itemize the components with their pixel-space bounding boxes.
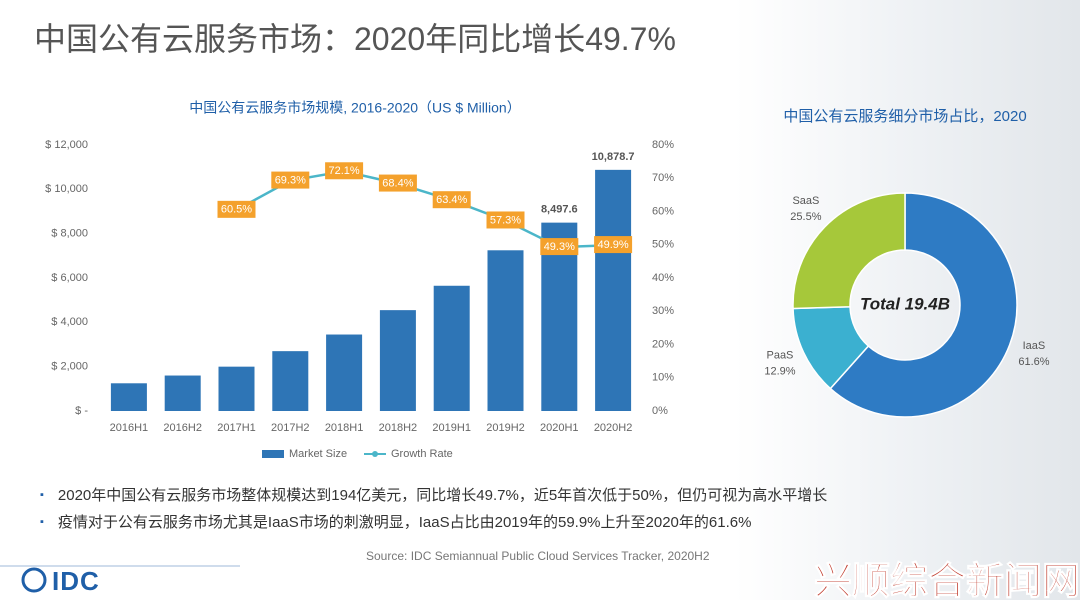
bar-value-label: 10,878.7 (592, 151, 635, 163)
bar (379, 310, 416, 411)
y-tick-label: $ 6,000 (51, 272, 88, 284)
slide-title: 中国公有云服务市场：2020年同比增长49.7% (34, 21, 676, 57)
label-box (594, 236, 633, 254)
bar (487, 250, 524, 411)
label-box (325, 162, 364, 180)
x-tick-label: 2017H2 (271, 422, 310, 434)
y-tick-label: $ 4,000 (51, 316, 88, 328)
x-tick-label: 2019H2 (486, 422, 525, 434)
slice-value-label: 61.6% (1018, 356, 1049, 368)
y2-tick-label: 20% (652, 338, 674, 350)
y2-tick-label: 40% (652, 272, 674, 284)
x-tick-label: 2016H1 (110, 422, 149, 434)
label-box (378, 174, 417, 192)
label-box (540, 238, 579, 256)
bar (433, 285, 470, 411)
bar (272, 351, 309, 411)
x-tick-label: 2016H2 (163, 422, 202, 434)
pie-slice (792, 192, 906, 310)
pie-slice (829, 192, 1018, 418)
label-box (217, 200, 256, 218)
slice-label: PaaS (766, 349, 793, 361)
y2-tick-label: 0% (652, 405, 668, 417)
logo: IDC (52, 566, 100, 596)
pie-title: 中国公有云服务细分市场占比，2020 (783, 108, 1027, 125)
line-value-label: 63.4% (436, 194, 467, 206)
source: Source: IDC Semiannual Public Cloud Serv… (366, 549, 710, 563)
x-tick-label: 2018H2 (379, 422, 418, 434)
bar (218, 366, 255, 411)
bar-value-label: 8,497.6 (541, 204, 578, 216)
line-value-label: 49.9% (597, 239, 628, 251)
y-tick-label: $ 10,000 (45, 183, 88, 195)
x-tick-label: 2020H1 (540, 422, 579, 434)
y-tick-label: $ 8,000 (51, 228, 88, 240)
bar (326, 334, 363, 411)
slice-value-label: 12.9% (764, 365, 795, 377)
label-box (432, 191, 471, 209)
line-value-label: 49.3% (544, 241, 575, 253)
y2-tick-label: 10% (652, 372, 674, 384)
legend-label: Market Size (289, 448, 347, 460)
y-tick-label: $ - (75, 405, 88, 417)
slice-label: IaaS (1023, 340, 1046, 352)
watermark: 兴顺综合新闻网 (814, 561, 1080, 600)
y2-tick-label: 50% (652, 239, 674, 251)
slice-value-label: 25.5% (790, 211, 821, 223)
y2-tick-label: 80% (652, 139, 674, 151)
x-tick-label: 2019H1 (432, 422, 471, 434)
label-box (486, 211, 525, 229)
label-box (271, 171, 310, 189)
bar (595, 169, 632, 411)
bullet: 2020年中国公有云服务市场整体规模达到194亿美元，同比增长49.7%，近5年… (40, 484, 827, 505)
y-tick-label: $ 2,000 (51, 361, 88, 373)
x-tick-label: 2017H1 (217, 422, 256, 434)
y2-tick-label: 60% (652, 205, 674, 217)
line-value-label: 57.3% (490, 214, 521, 226)
y-tick-label: $ 12,000 (45, 139, 88, 151)
slice-label: SaaS (792, 195, 819, 207)
center-label: Total 19.4B (860, 294, 950, 313)
bar-chart-title: 中国公有云服务市场规模, 2016-2020（US $ Million） (189, 100, 520, 116)
x-tick-label: 2018H1 (325, 422, 364, 434)
legend-swatch (372, 451, 378, 457)
bar (110, 383, 147, 411)
bar (164, 375, 201, 411)
y2-tick-label: 30% (652, 305, 674, 317)
legend-label: Growth Rate (391, 448, 453, 460)
line-value-label: 69.3% (275, 174, 306, 186)
y2-tick-label: 70% (652, 172, 674, 184)
logo-mark (21, 567, 47, 593)
x-tick-label: 2020H2 (594, 422, 633, 434)
line-value-label: 60.5% (221, 204, 252, 216)
legend-swatch (262, 450, 284, 458)
bullet: 疫情对于公有云服务市场尤其是IaaS市场的刺激明显，IaaS占比由2019年的5… (40, 511, 752, 532)
line-value-label: 72.1% (328, 165, 359, 177)
line-value-label: 68.4% (382, 177, 413, 189)
